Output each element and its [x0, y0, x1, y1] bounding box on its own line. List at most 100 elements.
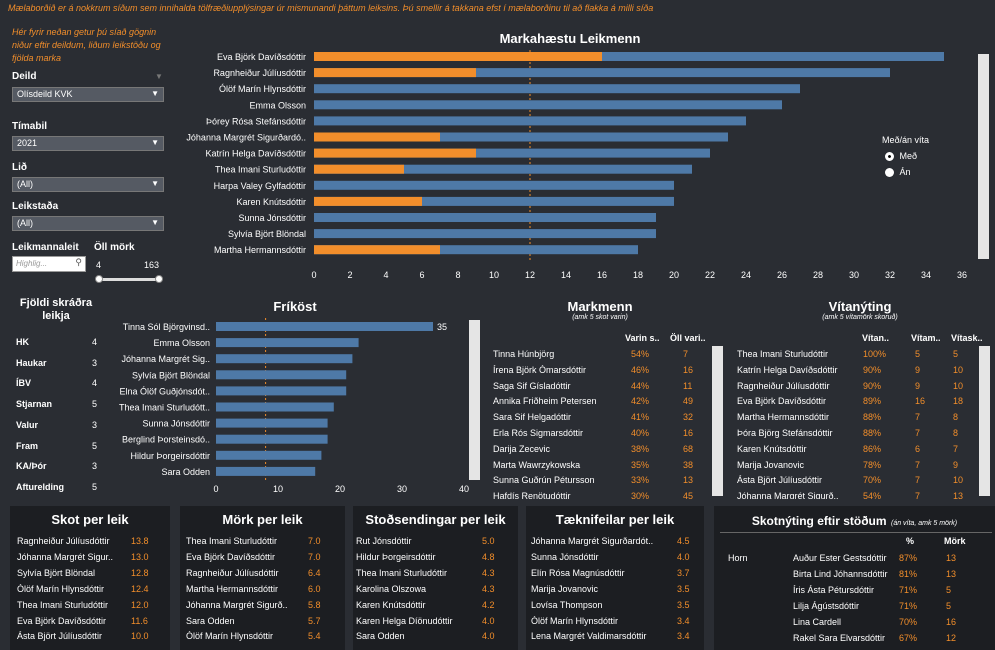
bar-an[interactable] — [314, 148, 476, 158]
table-row[interactable]: Ásta Björt Júlíusdóttir 70% 7 10 — [737, 475, 977, 487]
table-row[interactable]: Stjarnan 5 — [16, 399, 100, 411]
top-chart-scrollbar[interactable] — [978, 54, 989, 259]
table-row[interactable]: Lovísa Thompson 3.5 — [531, 600, 703, 612]
bar-an[interactable] — [314, 52, 602, 61]
search-input[interactable]: Highlig... ⚲ — [12, 256, 86, 272]
bar[interactable] — [216, 402, 334, 412]
table-row[interactable]: Birta Lind Jóhannsdóttir 81% 13 — [793, 569, 983, 581]
leikstada-select[interactable]: (All) ▼ — [12, 216, 164, 231]
bar-med[interactable] — [314, 132, 728, 142]
bar[interactable] — [216, 338, 359, 348]
table-row[interactable]: Darija Zecevic 38% 68 — [493, 444, 708, 456]
table-row[interactable]: Karen Knútsdóttir 4.2 — [356, 600, 508, 612]
table-row[interactable]: Elín Rósa Magnúsdóttir 3.7 — [531, 568, 703, 580]
table-row[interactable]: Jóhanna Margrét Sigur.. 13.0 — [17, 552, 157, 564]
table-row[interactable]: Saga Sif Gísladóttir 44% 11 — [493, 381, 708, 393]
table-row[interactable]: Fram 5 — [16, 441, 100, 453]
table-row[interactable]: Ólöf Marín Hlynsdóttir 5.4 — [186, 631, 334, 643]
table-row[interactable]: Hafdís Renötudóttir 30% 45 — [493, 491, 708, 499]
bar-an[interactable] — [314, 164, 404, 174]
bar-med[interactable] — [314, 84, 800, 94]
bar-med[interactable] — [314, 245, 638, 255]
bar-an[interactable] — [314, 245, 440, 255]
mork-slider-handle-min[interactable] — [95, 275, 103, 283]
table-row[interactable]: Jóhanna Margrét Sigurð.. 5.8 — [186, 600, 334, 612]
bar-an[interactable] — [314, 196, 422, 206]
vitanyting-scrollbar[interactable] — [979, 346, 990, 496]
table-row[interactable]: Ragnheiður Júlíusdóttir 90% 9 10 — [737, 381, 977, 393]
legend-option-med[interactable]: Með — [885, 151, 917, 162]
table-row[interactable]: Haukar 3 — [16, 358, 100, 370]
table-row[interactable]: Thea Imani Sturludóttir 12.0 — [17, 600, 157, 612]
bar-an[interactable] — [314, 132, 440, 142]
table-row[interactable]: Martha Hermannsdóttir 88% 7 8 — [737, 412, 977, 424]
table-row[interactable]: Rut Jónsdóttir 5.0 — [356, 536, 508, 548]
table-row[interactable]: Ragnheiður Júlíusdóttir 6.4 — [186, 568, 334, 580]
table-row[interactable]: Sara Odden 4.0 — [356, 631, 508, 643]
table-row[interactable]: Írena Björk Ómarsdóttir 46% 16 — [493, 365, 708, 377]
mork-range-slider[interactable] — [98, 278, 160, 281]
table-row[interactable]: Sunna Guðrún Pétursson 33% 13 — [493, 475, 708, 487]
bar[interactable] — [216, 418, 328, 428]
bar-med[interactable] — [314, 180, 674, 190]
table-row[interactable]: Erla Rós Sigmarsdóttir 40% 16 — [493, 428, 708, 440]
legend-option-an[interactable]: Án — [885, 167, 911, 178]
table-row[interactable]: Tinna Húnbjörg 54% 7 — [493, 349, 708, 361]
bar-an[interactable] — [314, 68, 476, 78]
bar-med[interactable] — [314, 164, 692, 174]
table-row[interactable]: Annika Friðheim Petersen 42% 49 — [493, 396, 708, 408]
table-row[interactable]: Katrín Helga Davíðsdóttir 90% 9 10 — [737, 365, 977, 377]
bar[interactable] — [216, 450, 322, 460]
bar[interactable] — [216, 370, 347, 380]
bar-med[interactable] — [314, 229, 656, 239]
bar[interactable] — [216, 354, 353, 364]
bar-med[interactable] — [314, 213, 656, 222]
table-row[interactable]: Afturelding 5 — [16, 482, 100, 494]
table-row[interactable]: Íris Ásta Pétursdóttir 71% 5 — [793, 585, 983, 597]
table-row[interactable]: Hildur Þorgeirsdóttir 4.8 — [356, 552, 508, 564]
table-row[interactable]: Thea Imani Sturludóttir 100% 5 5 — [737, 349, 977, 361]
table-row[interactable]: Rakel Sara Elvarsdóttir 67% 12 — [793, 633, 983, 645]
bar-med[interactable] — [314, 100, 782, 110]
bar-med[interactable] — [314, 196, 674, 206]
table-row[interactable]: Auður Ester Gestsdóttir 87% 13 — [793, 553, 983, 565]
bar-med[interactable] — [314, 52, 944, 61]
table-row[interactable]: Valur 3 — [16, 420, 100, 432]
markmenn-scrollbar[interactable] — [712, 346, 723, 496]
table-row[interactable]: Marija Jovanovic 3.5 — [531, 584, 703, 596]
table-row[interactable]: Ólöf Marín Hlynsdóttir 12.4 — [17, 584, 157, 596]
table-row[interactable]: Þóra Björg Stefánsdóttir 88% 7 8 — [737, 428, 977, 440]
table-row[interactable]: Eva Björk Davíðsdóttir 7.0 — [186, 552, 334, 564]
table-row[interactable]: Karen Helga Díönudóttir 4.0 — [356, 616, 508, 628]
deild-select[interactable]: Olísdeild KVK ▼ — [12, 87, 164, 102]
table-row[interactable]: ÍBV 4 — [16, 378, 100, 390]
table-row[interactable]: Karolina Olszowa 4.3 — [356, 584, 508, 596]
bar-med[interactable] — [314, 116, 746, 126]
bar-med[interactable] — [314, 148, 710, 158]
table-row[interactable]: Jóhanna Margrét Sigurð.. 54% 7 13 — [737, 491, 977, 499]
bar[interactable] — [216, 434, 328, 444]
bar[interactable] — [216, 386, 347, 396]
table-row[interactable]: Eva Björk Davíðsdóttir 89% 16 18 — [737, 396, 977, 408]
table-row[interactable]: KA/Þór 3 — [16, 461, 100, 473]
frikost-scrollbar[interactable] — [469, 320, 480, 480]
table-row[interactable]: Sara Sif Helgadóttir 41% 32 — [493, 412, 708, 424]
bar-med[interactable] — [314, 68, 890, 78]
table-row[interactable]: Eva Björk Davíðsdóttir 11.6 — [17, 616, 157, 628]
bar[interactable] — [216, 466, 316, 476]
bar[interactable] — [216, 322, 433, 331]
table-row[interactable]: Sara Odden 5.7 — [186, 616, 334, 628]
timabil-select[interactable]: 2021 ▼ — [12, 136, 164, 151]
mork-slider-handle-max[interactable] — [155, 275, 163, 283]
table-row[interactable]: Ólöf Marín Hlynsdóttir 3.4 — [531, 616, 703, 628]
table-row[interactable]: Ragnheiður Júlíusdóttir 13.8 — [17, 536, 157, 548]
table-row[interactable]: Lilja Ágústsdóttir 71% 5 — [793, 601, 983, 613]
table-row[interactable]: Marija Jovanovic 78% 7 9 — [737, 460, 977, 472]
table-row[interactable]: Martha Hermannsdóttir 6.0 — [186, 584, 334, 596]
table-row[interactable]: Thea Imani Sturludóttir 4.3 — [356, 568, 508, 580]
table-row[interactable]: Lena Margrét Valdimarsdóttir 3.4 — [531, 631, 703, 643]
lid-select[interactable]: (All) ▼ — [12, 177, 164, 192]
table-row[interactable]: Lina Cardell 70% 16 — [793, 617, 983, 629]
table-row[interactable]: HK 4 — [16, 337, 100, 349]
table-row[interactable]: Jóhanna Margrét Sigurðardót.. 4.5 — [531, 536, 703, 548]
